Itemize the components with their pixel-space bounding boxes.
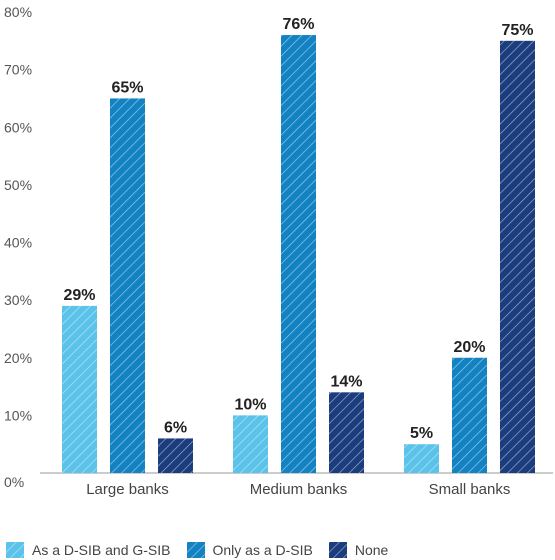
y-tick-label: 30% [4,292,32,308]
category-label: Small banks [429,481,511,498]
y-axis: 0% 10% 20% 30% 40% 50% 60% 70% 80% [4,4,32,490]
bar [233,415,268,473]
legend-item-d-sib-g-sib: As a D-SIB and G-SIB [6,542,171,558]
data-labels-group: 29% 65% 6% 10% 76% 14% 5% 20% 75% [63,16,533,442]
y-tick-label: 0% [4,474,24,490]
y-tick-label: 50% [4,177,32,193]
bar [452,357,487,473]
category-label: Medium banks [250,481,348,498]
bar [158,438,193,473]
y-tick-label: 20% [4,350,32,366]
y-tick-label: 80% [4,4,32,20]
legend: As a D-SIB and G-SIB Only as a D-SIB Non… [6,541,404,559]
y-tick-label: 60% [4,119,32,135]
bar-chart: 0% 10% 20% 30% 40% 50% 60% 70% 80% 29% 65% 6% 10% 76… [4,4,553,498]
legend-label-d-sib-g-sib: As a D-SIB and G-SIB [32,542,171,558]
legend-item-only-d-sib: Only as a D-SIB [186,542,313,558]
bar [404,444,439,473]
data-label: 75% [501,22,533,39]
category-label: Large banks [86,481,169,498]
bar [62,305,97,473]
category-labels-group: Large banks Medium banks Small banks [86,481,510,498]
data-label: 76% [282,16,314,33]
data-label: 65% [111,79,143,96]
legend-swatch-d-sib-g-sib [6,542,24,558]
data-label: 29% [63,287,95,304]
legend-item-none: None [328,542,389,558]
bar [329,392,364,473]
data-label: 5% [410,425,433,442]
legend-label-only-d-sib: Only as a D-SIB [212,542,313,558]
bar [500,40,535,473]
y-tick-label: 70% [4,62,32,78]
legend-swatch-only-d-sib [186,542,205,558]
bar [110,98,145,473]
bar [281,35,316,474]
data-label: 10% [234,396,266,413]
data-label: 14% [330,373,362,390]
data-label: 20% [453,339,485,356]
y-tick-label: 40% [4,235,32,251]
y-tick-label: 10% [4,407,32,423]
legend-label-none: None [354,542,389,558]
data-label: 6% [164,419,187,436]
bars-group [62,35,535,474]
legend-swatch-none [328,542,347,558]
